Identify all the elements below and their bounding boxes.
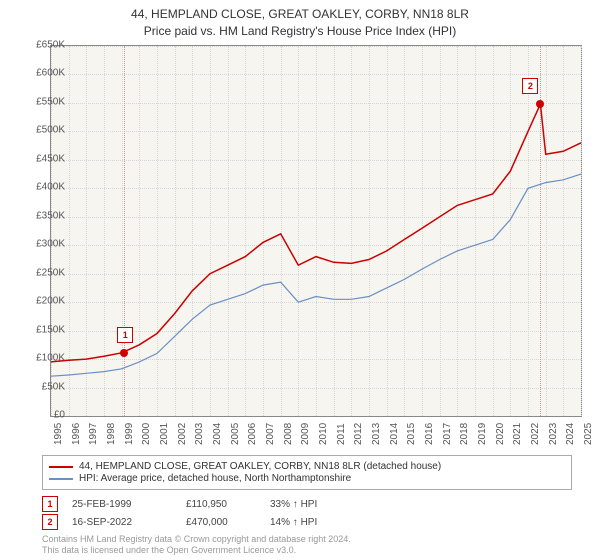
x-tick-label: 2002 bbox=[177, 423, 188, 445]
x-tick-label: 2006 bbox=[247, 423, 258, 445]
x-tick-label: 2021 bbox=[512, 423, 523, 445]
legend: 44, HEMPLAND CLOSE, GREAT OAKLEY, CORBY,… bbox=[42, 455, 572, 490]
legend-label: 44, HEMPLAND CLOSE, GREAT OAKLEY, CORBY,… bbox=[79, 461, 441, 472]
sale-diff: 14% ↑ HPI bbox=[270, 517, 350, 528]
x-tick-label: 1996 bbox=[71, 423, 82, 445]
x-tick-label: 1999 bbox=[124, 423, 135, 445]
line-series bbox=[51, 46, 581, 416]
title-line-2: Price paid vs. HM Land Registry's House … bbox=[0, 23, 600, 40]
sale-price: £470,000 bbox=[186, 517, 256, 528]
x-tick-label: 2017 bbox=[442, 423, 453, 445]
y-tick-label: £350K bbox=[20, 210, 65, 221]
legend-label: HPI: Average price, detached house, Nort… bbox=[79, 473, 351, 484]
chart-title: 44, HEMPLAND CLOSE, GREAT OAKLEY, CORBY,… bbox=[0, 0, 600, 40]
sale-date: 16-SEP-2022 bbox=[72, 517, 172, 528]
y-tick-label: £150K bbox=[20, 324, 65, 335]
footer-line: Contains HM Land Registry data © Crown c… bbox=[42, 534, 351, 545]
x-tick-label: 2018 bbox=[459, 423, 470, 445]
x-tick-label: 2023 bbox=[548, 423, 559, 445]
x-tick-label: 2004 bbox=[212, 423, 223, 445]
x-tick-label: 2025 bbox=[583, 423, 594, 445]
sale-marker-icon: 2 bbox=[42, 514, 58, 530]
y-tick-label: £600K bbox=[20, 68, 65, 79]
legend-item: HPI: Average price, detached house, Nort… bbox=[49, 473, 565, 484]
x-tick-label: 2008 bbox=[283, 423, 294, 445]
sale-marker-box: 1 bbox=[117, 327, 133, 343]
x-tick-label: 2024 bbox=[565, 423, 576, 445]
x-tick-label: 2009 bbox=[300, 423, 311, 445]
sales-table: 1 25-FEB-1999 £110,950 33% ↑ HPI 2 16-SE… bbox=[42, 494, 350, 532]
sales-row: 1 25-FEB-1999 £110,950 33% ↑ HPI bbox=[42, 496, 350, 512]
x-tick-label: 2007 bbox=[265, 423, 276, 445]
sales-row: 2 16-SEP-2022 £470,000 14% ↑ HPI bbox=[42, 514, 350, 530]
x-tick-label: 2016 bbox=[424, 423, 435, 445]
x-tick-label: 2012 bbox=[353, 423, 364, 445]
y-tick-label: £400K bbox=[20, 182, 65, 193]
sale-price: £110,950 bbox=[186, 499, 256, 510]
x-tick-label: 2005 bbox=[230, 423, 241, 445]
sale-marker-icon: 1 bbox=[42, 496, 58, 512]
sale-date: 25-FEB-1999 bbox=[72, 499, 172, 510]
x-tick-label: 2019 bbox=[477, 423, 488, 445]
y-tick-label: £550K bbox=[20, 96, 65, 107]
x-tick-label: 1997 bbox=[88, 423, 99, 445]
y-tick-label: £100K bbox=[20, 353, 65, 364]
x-tick-label: 2014 bbox=[389, 423, 400, 445]
x-tick-label: 2010 bbox=[318, 423, 329, 445]
legend-swatch bbox=[49, 478, 73, 480]
sale-dot bbox=[120, 349, 128, 357]
title-line-1: 44, HEMPLAND CLOSE, GREAT OAKLEY, CORBY,… bbox=[0, 6, 600, 23]
x-tick-label: 2013 bbox=[371, 423, 382, 445]
x-tick-label: 2001 bbox=[159, 423, 170, 445]
x-tick-label: 2000 bbox=[141, 423, 152, 445]
sale-diff: 33% ↑ HPI bbox=[270, 499, 350, 510]
footer-line: This data is licensed under the Open Gov… bbox=[42, 545, 351, 556]
legend-swatch bbox=[49, 466, 73, 468]
x-tick-label: 2020 bbox=[495, 423, 506, 445]
footer-attribution: Contains HM Land Registry data © Crown c… bbox=[42, 534, 351, 556]
x-tick-label: 2015 bbox=[406, 423, 417, 445]
x-tick-label: 2011 bbox=[336, 423, 347, 445]
y-tick-label: £200K bbox=[20, 296, 65, 307]
y-tick-label: £250K bbox=[20, 267, 65, 278]
x-tick-label: 1998 bbox=[106, 423, 117, 445]
y-tick-label: £0 bbox=[20, 410, 65, 421]
y-tick-label: £50K bbox=[20, 381, 65, 392]
plot-area: 12 bbox=[50, 45, 582, 417]
legend-item: 44, HEMPLAND CLOSE, GREAT OAKLEY, CORBY,… bbox=[49, 461, 565, 472]
y-tick-label: £450K bbox=[20, 153, 65, 164]
chart-container: 44, HEMPLAND CLOSE, GREAT OAKLEY, CORBY,… bbox=[0, 0, 600, 560]
x-tick-label: 2003 bbox=[194, 423, 205, 445]
sale-marker-box: 2 bbox=[522, 78, 538, 94]
sale-dot bbox=[536, 100, 544, 108]
y-tick-label: £500K bbox=[20, 125, 65, 136]
x-tick-label: 1995 bbox=[53, 423, 64, 445]
y-tick-label: £300K bbox=[20, 239, 65, 250]
x-tick-label: 2022 bbox=[530, 423, 541, 445]
y-tick-label: £650K bbox=[20, 40, 65, 51]
